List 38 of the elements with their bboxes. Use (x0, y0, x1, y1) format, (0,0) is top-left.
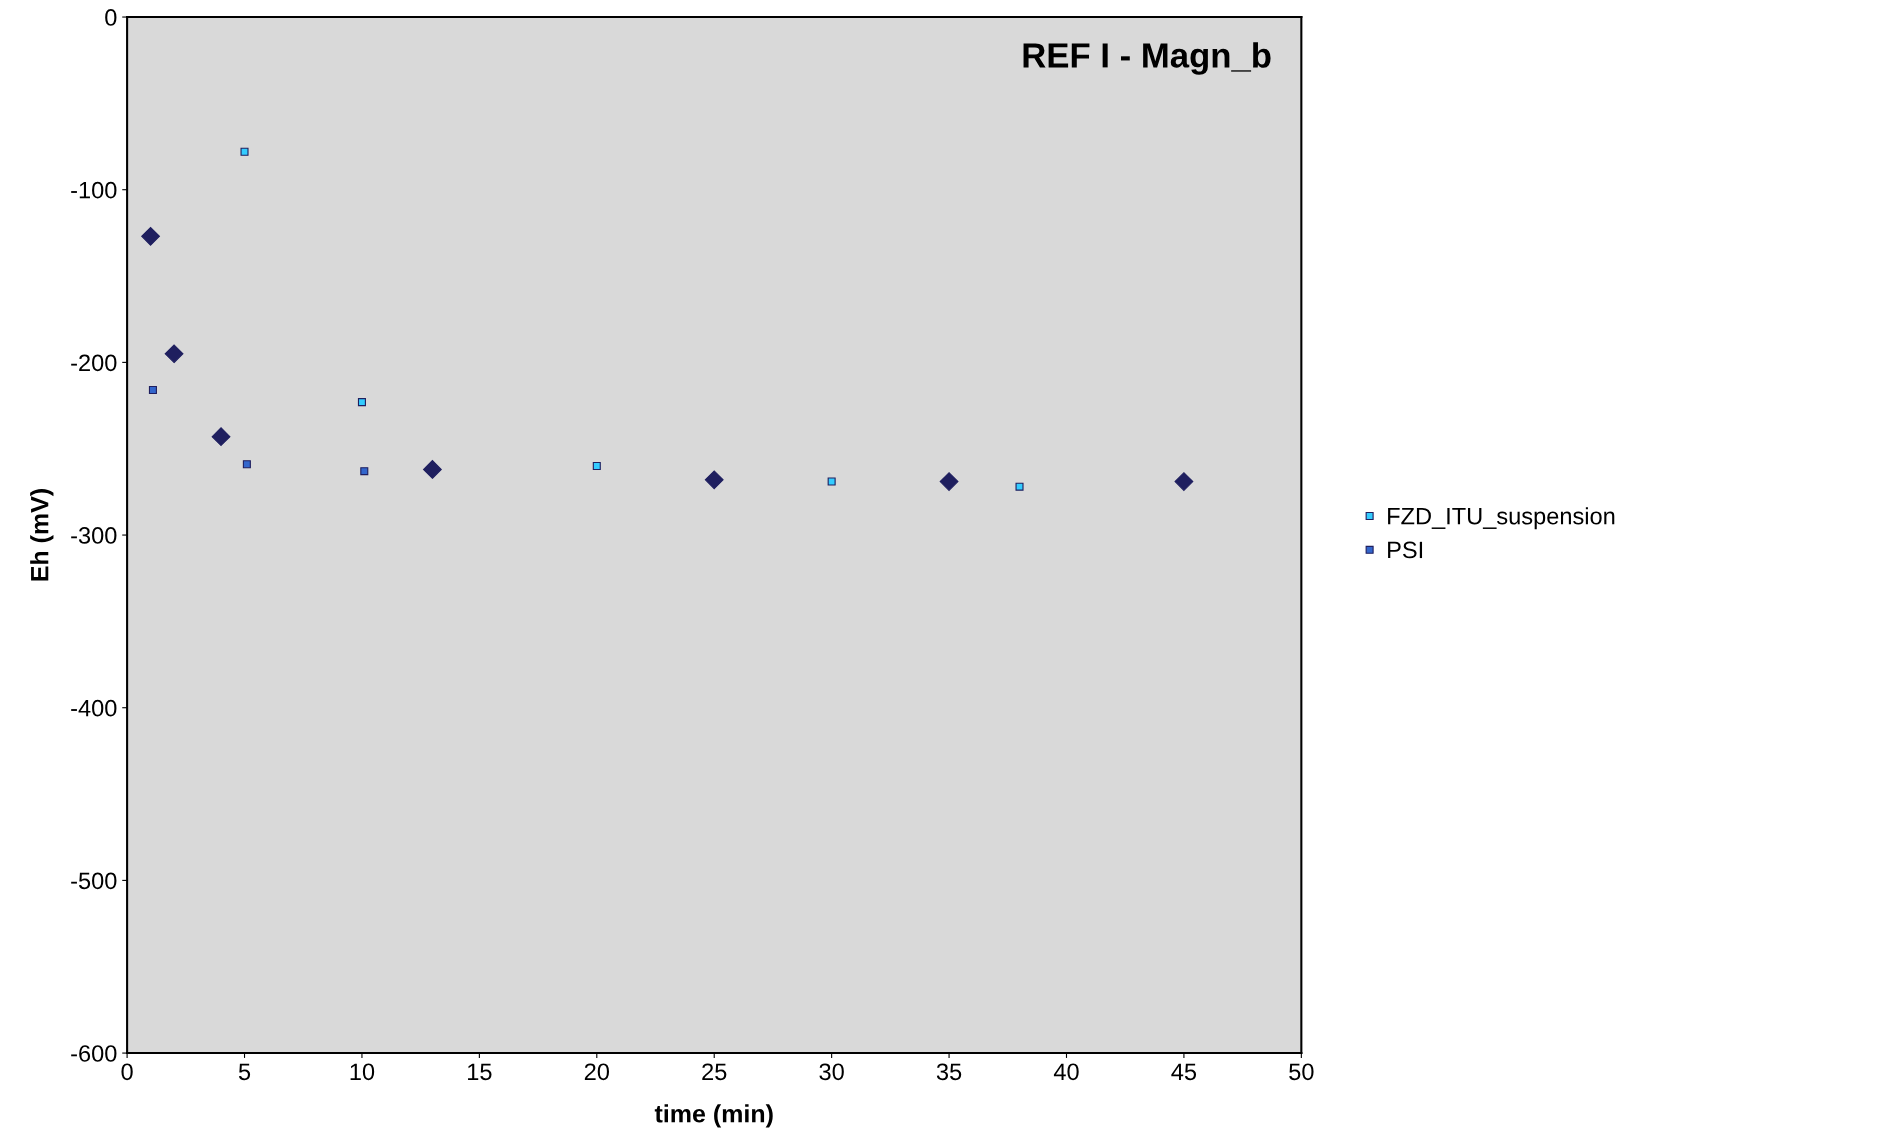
x-tick-label: 40 (1053, 1063, 1079, 1081)
x-tick-label: 10 (350, 1063, 375, 1081)
point (141, 226, 160, 246)
point (592, 461, 601, 471)
y-tick-label: -500 (71, 872, 117, 890)
y-tick-label: -200 (71, 354, 117, 372)
text: REF I - Magn_b (1023, 42, 1271, 75)
y-tick-label: -100 (71, 181, 117, 199)
point (1015, 482, 1024, 491)
point (148, 385, 157, 395)
x-tick-label: 0 (121, 1063, 133, 1081)
legend-label: FZD_ITU_suspension (1388, 507, 1615, 530)
point (827, 477, 836, 486)
x-tick-label: 15 (468, 1063, 492, 1081)
x-tick-label: 30 (819, 1063, 844, 1081)
y-tick-label: -400 (71, 699, 117, 717)
point (423, 460, 442, 479)
y-tick-label: -600 (71, 1045, 117, 1062)
y-tick-label: 0 (105, 9, 117, 26)
point (164, 344, 184, 364)
x-tick-label: 35 (936, 1063, 962, 1081)
point (242, 460, 251, 469)
x-tick-label: 25 (702, 1063, 727, 1081)
y-axis-title: Eh (mV) (30, 489, 54, 581)
point (357, 398, 366, 407)
x-tick-label: 20 (584, 1063, 610, 1081)
point (1174, 472, 1194, 491)
x-tick-label: 45 (1171, 1063, 1197, 1081)
y-tick-label: -300 (71, 527, 117, 544)
x-tick-label: 5 (238, 1063, 251, 1081)
point (211, 427, 231, 447)
point (939, 472, 959, 491)
x-axis-title: time (min) (654, 1104, 773, 1128)
point (360, 467, 369, 476)
legend-label: PSI (1388, 541, 1423, 559)
x-tick-label: 50 (1289, 1063, 1314, 1081)
point (240, 147, 249, 156)
point (704, 470, 724, 490)
